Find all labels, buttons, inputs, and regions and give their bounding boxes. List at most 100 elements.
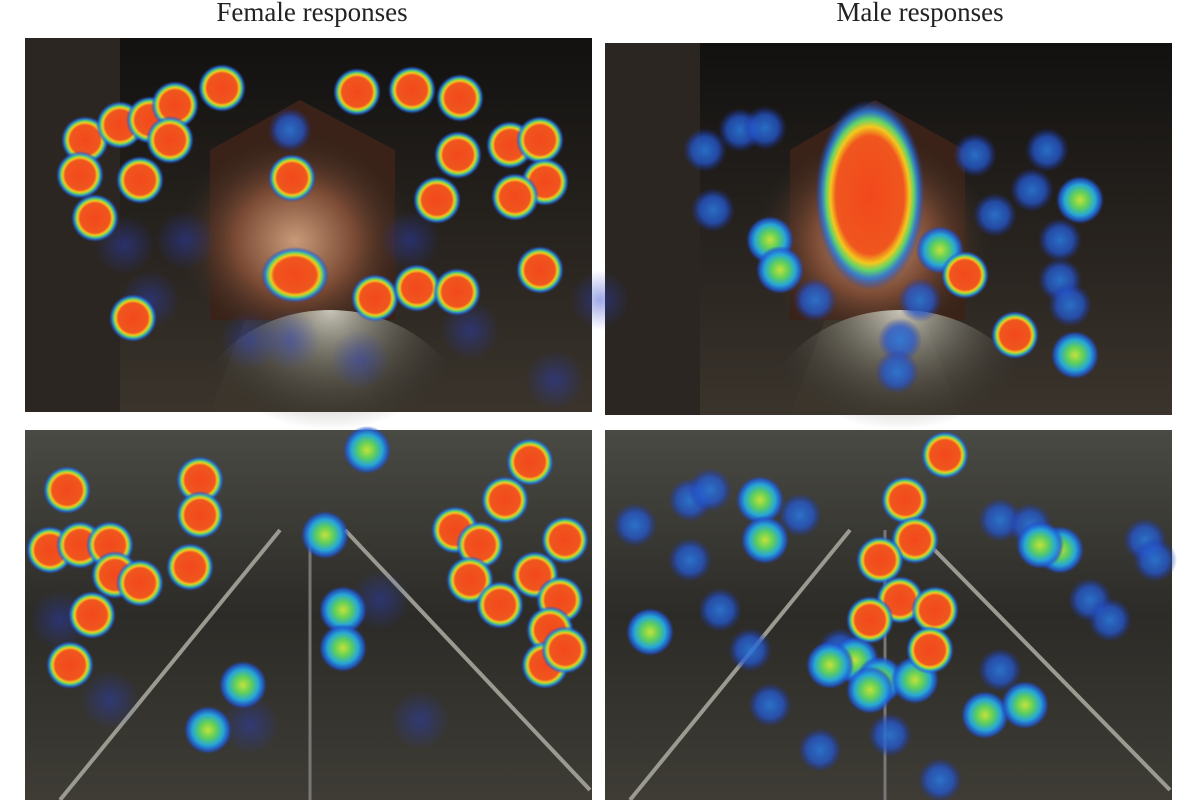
heat-spot: [525, 350, 585, 410]
heat-spot: [436, 74, 484, 122]
heat-spot: [413, 176, 461, 224]
heat-spot: [570, 270, 630, 330]
heat-spot: [793, 278, 837, 322]
heat-spot: [815, 100, 925, 290]
heat-spot: [109, 294, 157, 342]
heat-spot: [71, 194, 119, 242]
heat-spot: [898, 278, 942, 322]
heat-spot: [268, 108, 312, 152]
heat-spot: [941, 251, 989, 299]
heat-spot: [433, 268, 481, 316]
heat-spot: [220, 310, 280, 370]
heat-spot: [1025, 128, 1069, 172]
heat-spot: [351, 274, 399, 322]
heat-spot: [476, 581, 524, 629]
heat-spot: [868, 713, 912, 757]
heat-spot: [434, 131, 482, 179]
heat-spot: [176, 456, 224, 504]
heat-spot: [798, 728, 842, 772]
heat-spot: [846, 666, 894, 714]
heat-spot: [668, 538, 712, 582]
column-title: Male responses: [836, 0, 1003, 27]
heat-spot: [151, 81, 199, 129]
heat-spot: [343, 426, 391, 474]
heat-spot: [481, 476, 529, 524]
heat-spot: [991, 311, 1039, 359]
heat-spot: [116, 156, 164, 204]
heat-spot: [626, 608, 674, 656]
heat-spot: [881, 476, 929, 524]
heat-spot: [1010, 168, 1054, 212]
heat-spot: [390, 690, 450, 750]
heat-spot: [688, 468, 732, 512]
heat-spot: [116, 559, 164, 607]
heat-spot: [1056, 176, 1104, 224]
heat-spot: [516, 246, 564, 294]
heat-spot: [891, 516, 939, 564]
heat-spot: [856, 536, 904, 584]
heat-spot: [268, 154, 316, 202]
heat-spot: [846, 596, 894, 644]
heat-spot: [736, 476, 784, 524]
heat-spot: [973, 193, 1017, 237]
heat-spot: [261, 247, 329, 303]
heat-spot: [184, 706, 232, 754]
heat-spot: [68, 591, 116, 639]
heat-spot: [166, 543, 214, 591]
heat-spot: [1051, 331, 1099, 379]
heat-spot: [1133, 538, 1177, 582]
heat-spot: [333, 68, 381, 116]
heat-spot: [875, 350, 919, 394]
heat-spot: [46, 641, 94, 689]
heat-spot: [176, 491, 224, 539]
heat-spot: [220, 695, 280, 755]
heat-spot: [319, 586, 367, 634]
heat-spot: [691, 188, 735, 232]
heat-spot: [146, 116, 194, 164]
heat-spot: [219, 661, 267, 709]
heat-spot: [516, 116, 564, 164]
heat-spot: [978, 648, 1022, 692]
heat-spot: [198, 64, 246, 112]
heat-spot: [683, 128, 727, 172]
heat-spot: [380, 210, 440, 270]
heat-spot: [1048, 283, 1092, 327]
heat-spot: [743, 106, 787, 150]
heat-spot: [330, 330, 390, 390]
heat-spot: [756, 246, 804, 294]
heat-spot: [698, 588, 742, 632]
column-title: Female responses: [216, 0, 407, 27]
heat-spot: [491, 173, 539, 221]
heat-spot: [741, 516, 789, 564]
heat-spot: [953, 133, 997, 177]
heat-spot: [878, 318, 922, 362]
heat-spot: [748, 683, 792, 727]
heat-spot: [806, 641, 854, 689]
heat-spot: [911, 586, 959, 634]
heat-spot: [541, 516, 589, 564]
heat-spot: [728, 628, 772, 672]
heat-spot: [1088, 598, 1132, 642]
heat-spot: [506, 438, 554, 486]
heat-spot: [1016, 521, 1064, 569]
heat-spot: [921, 431, 969, 479]
heatmap-overlay: [26, 64, 1177, 800]
heat-spot: [301, 511, 349, 559]
heat-spot: [906, 626, 954, 674]
heat-spot: [43, 466, 91, 514]
heat-spot: [56, 151, 104, 199]
heat-spot: [613, 503, 657, 547]
heat-spot: [319, 624, 367, 672]
heat-spot: [80, 670, 140, 730]
heat-spot: [388, 66, 436, 114]
heat-spot: [393, 264, 441, 312]
heat-spot: [778, 493, 822, 537]
heat-spot: [961, 691, 1009, 739]
heat-spot: [1001, 681, 1049, 729]
heat-spot: [155, 210, 215, 270]
heat-spot: [918, 758, 962, 800]
heat-spot: [541, 626, 589, 674]
heat-spot: [1038, 218, 1082, 262]
